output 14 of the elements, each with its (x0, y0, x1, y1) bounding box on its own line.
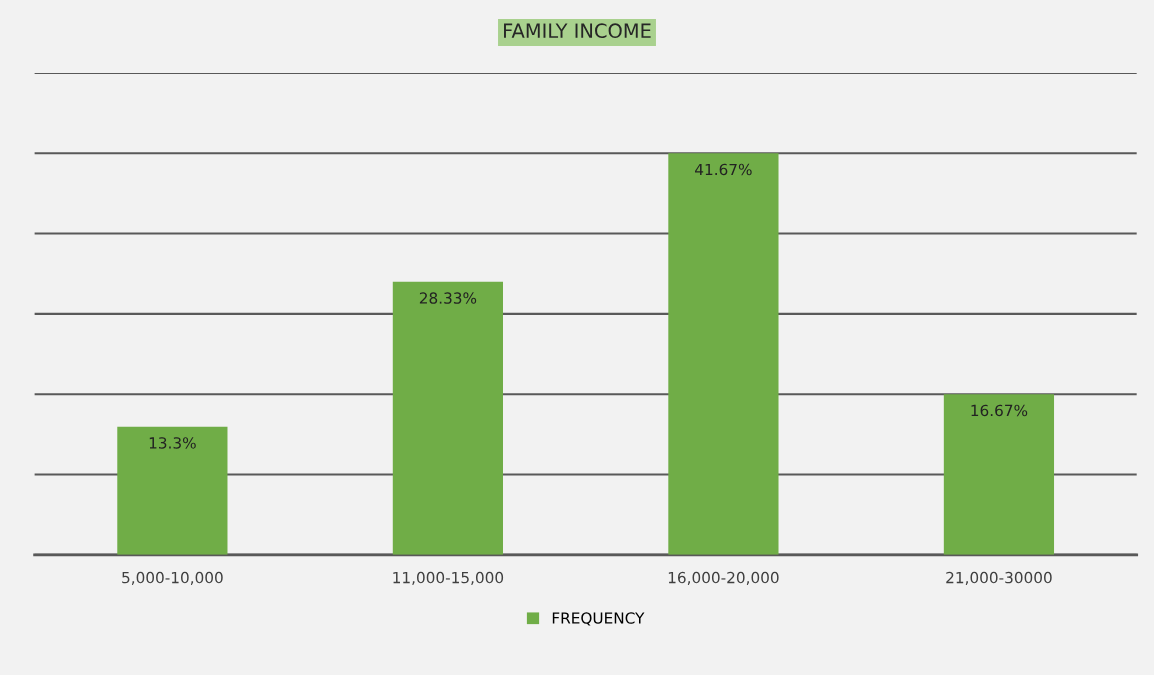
data-label: 41.67% (695, 163, 752, 176)
bar (668, 153, 779, 555)
data-label: 13.3% (149, 437, 196, 449)
data-label: 16.67% (971, 404, 1028, 417)
x-tick-label: 21,000-30000 (946, 571, 1052, 585)
bar (392, 281, 503, 555)
legend-label: FREQUENCY (552, 612, 645, 626)
bar (943, 394, 1055, 555)
x-tick-label: 5,000-10,000 (122, 571, 223, 585)
x-tick-label: 11,000-15,000 (393, 571, 504, 585)
chart-title: FAMILY INCOME (504, 23, 651, 39)
data-label: 28.33% (419, 292, 477, 304)
bar (117, 426, 228, 555)
x-tick-label: 16,000-20,000 (668, 571, 779, 585)
